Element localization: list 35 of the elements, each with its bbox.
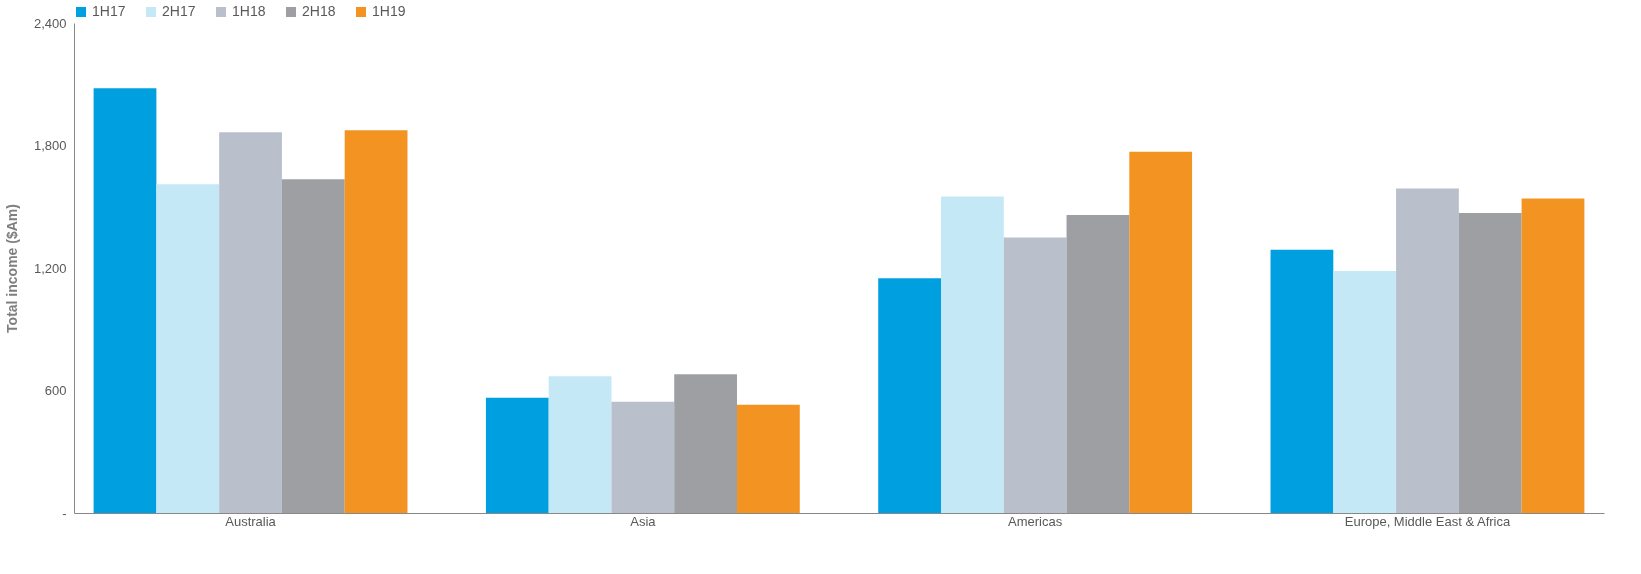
- x-tick-label: Asia: [630, 513, 657, 529]
- bar: [485, 397, 549, 513]
- bar: [674, 374, 737, 513]
- bar: [1396, 188, 1459, 513]
- y-axis-title: Total income ($Am): [3, 204, 20, 333]
- bar: [1333, 271, 1397, 513]
- legend-label: 1H18: [232, 3, 266, 19]
- x-tick-label: Americas: [1008, 513, 1063, 529]
- y-tick-label: 2,400: [33, 15, 67, 31]
- x-tick-label: Europe, Middle East & Africa: [1344, 513, 1511, 529]
- bar: [93, 88, 157, 513]
- bar: [1458, 212, 1522, 513]
- bar: [878, 278, 941, 513]
- y-tick-label: 600: [44, 383, 67, 398]
- bar: [1270, 249, 1334, 513]
- y-tick-label: 1,800: [33, 138, 67, 153]
- bar: [156, 184, 220, 513]
- bar: [281, 179, 345, 513]
- bar: [219, 132, 282, 513]
- bar: [941, 196, 1004, 513]
- bar: [1521, 198, 1585, 513]
- x-tick-label: Australia: [225, 513, 277, 529]
- bar: [611, 401, 675, 513]
- y-tick-label: 1,200: [33, 260, 67, 276]
- bar: [737, 404, 800, 513]
- bar: [1066, 214, 1130, 513]
- bar: [1003, 237, 1067, 513]
- y-tick-label: -: [62, 505, 67, 521]
- legend-label: 1H17: [92, 3, 126, 19]
- legend-label: 1H19: [372, 3, 406, 19]
- legend-label: 2H17: [162, 3, 196, 19]
- bar: [548, 376, 612, 513]
- bar: [344, 130, 408, 513]
- legend-label: 2H18: [302, 3, 336, 19]
- bar: [1129, 151, 1193, 513]
